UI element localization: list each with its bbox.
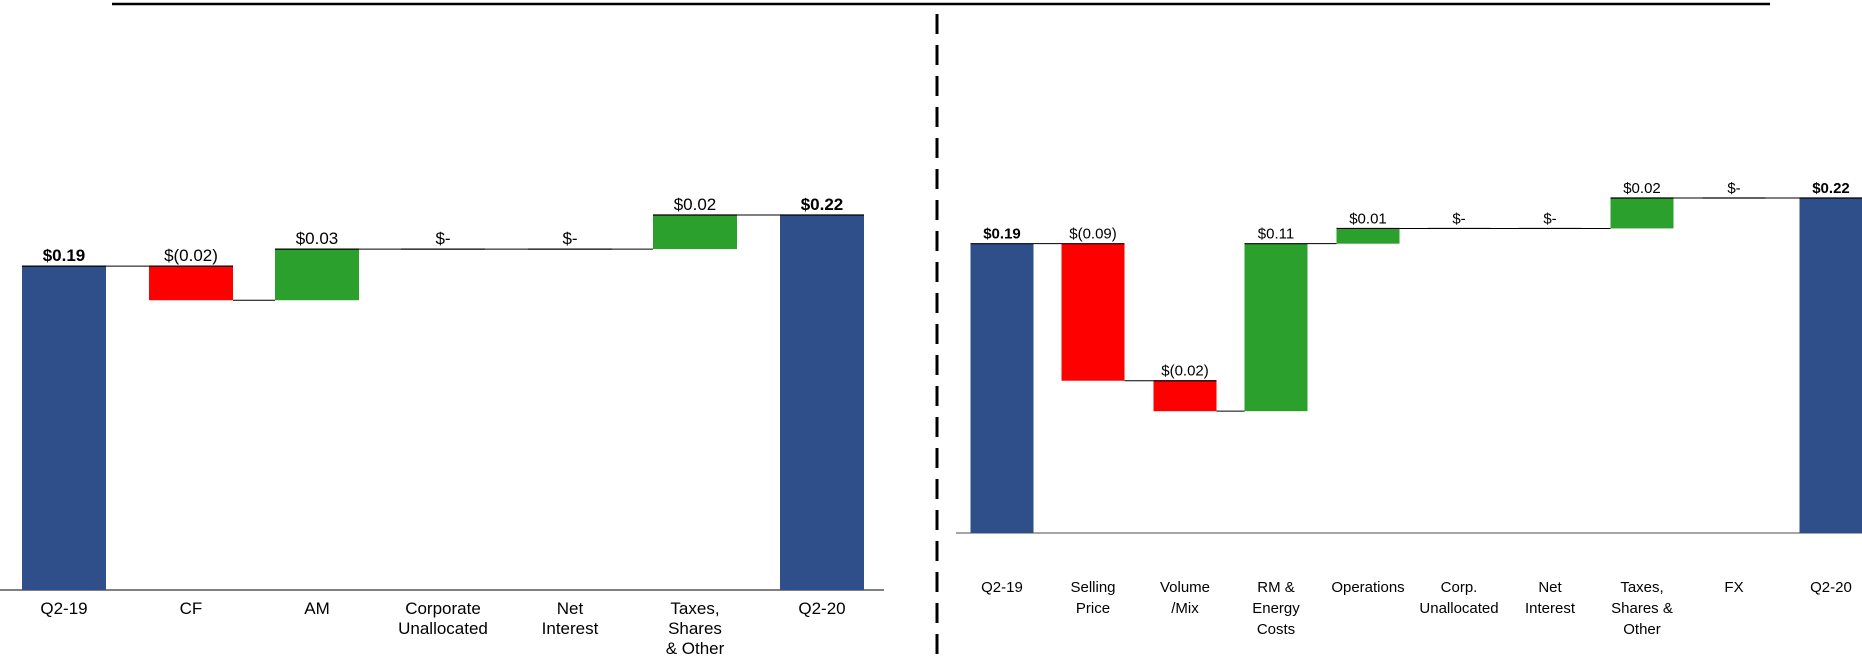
- category-label-selling-price: Selling: [1070, 579, 1115, 596]
- category-label-fx: FX: [1724, 579, 1743, 596]
- category-label-net-interest: Net: [1538, 579, 1562, 596]
- category-label-net-interest: Interest: [1525, 600, 1576, 617]
- category-label-taxes-shares-other: Shares: [668, 619, 722, 638]
- category-label-net-interest: Interest: [542, 619, 599, 638]
- category-label-rm-energy-costs: RM &: [1257, 579, 1295, 596]
- category-label-q2-19: Q2-19: [981, 579, 1023, 596]
- value-label-q2-20: $0.22: [801, 195, 844, 214]
- category-label-cf: CF: [180, 599, 203, 618]
- value-label-operations: $0.01: [1349, 210, 1387, 227]
- chart-right-eps-by-driver: $0.19 Q2-19 $(0.09) Selling Price $(0.02) Volu…: [956, 180, 1862, 638]
- value-label-corp-unallocated: $-: [1452, 210, 1465, 227]
- category-label-volume-mix: Volume: [1160, 579, 1210, 596]
- category-label-q2-20: Q2-20: [1810, 579, 1852, 596]
- category-label-corporate-unallocated: Corporate: [405, 599, 481, 618]
- bar-cf: [149, 266, 233, 301]
- category-label-selling-price: Price: [1076, 600, 1110, 617]
- bar-rm-energy-costs: [1244, 243, 1308, 412]
- value-label-q2-20: $0.22: [1812, 180, 1850, 197]
- value-label-taxes-shares-other: $0.02: [674, 195, 717, 214]
- category-label-taxes-shares-other: Taxes,: [1620, 579, 1663, 596]
- bar-q2-19: [970, 243, 1034, 533]
- category-label-operations: Operations: [1331, 579, 1404, 596]
- category-label-rm-energy-costs: Energy: [1252, 600, 1300, 617]
- category-label-am: AM: [304, 599, 330, 618]
- category-label-q2-20: Q2-20: [798, 599, 845, 618]
- category-label-taxes-shares-other: Shares &: [1611, 600, 1673, 617]
- bar-taxes-shares-other: [653, 215, 737, 250]
- category-label-corp-unallocated: Unallocated: [1419, 600, 1498, 617]
- value-label-volume-mix: $(0.02): [1161, 363, 1209, 380]
- value-label-selling-price: $(0.09): [1069, 226, 1117, 243]
- bar-volume-mix: [1153, 380, 1217, 412]
- category-label-taxes-shares-other: Taxes,: [670, 599, 719, 618]
- value-label-q2-19: $0.19: [43, 246, 86, 265]
- bar-operations: [1336, 228, 1400, 244]
- value-label-net-interest: $-: [562, 229, 577, 248]
- value-label-q2-19: $0.19: [983, 226, 1021, 243]
- bar-q2-19: [22, 266, 106, 590]
- category-label-rm-energy-costs: Costs: [1257, 621, 1295, 638]
- category-label-corporate-unallocated: Unallocated: [398, 619, 488, 638]
- value-label-taxes-shares-other: $0.02: [1623, 180, 1661, 197]
- category-label-corp-unallocated: Corp.: [1441, 579, 1478, 596]
- category-label-taxes-shares-other: Other: [1623, 621, 1661, 638]
- category-label-taxes-shares-other: & Other: [666, 639, 725, 657]
- bar-am: [275, 249, 359, 301]
- bar-taxes-shares-other: [1610, 198, 1674, 229]
- category-label-volume-mix: /Mix: [1171, 600, 1199, 617]
- chart-left-eps-by-segment: $0.19 Q2-19 $(0.02) CF $0.03 AM $- CorporateUna…: [0, 195, 884, 657]
- value-label-net-interest: $-: [1543, 210, 1556, 227]
- bar-q2-20: [780, 215, 864, 590]
- value-label-rm-energy-costs: $0.11: [1258, 226, 1294, 243]
- category-label-q2-19: Q2-19: [40, 599, 87, 618]
- bar-q2-20: [1799, 198, 1862, 533]
- bar-selling-price: [1061, 243, 1125, 381]
- value-label-am: $0.03: [296, 229, 339, 248]
- category-label-net-interest: Net: [557, 599, 584, 618]
- value-label-fx: $-: [1727, 180, 1740, 197]
- value-label-cf: $(0.02): [164, 246, 218, 265]
- value-label-corporate-unallocated: $-: [435, 229, 450, 248]
